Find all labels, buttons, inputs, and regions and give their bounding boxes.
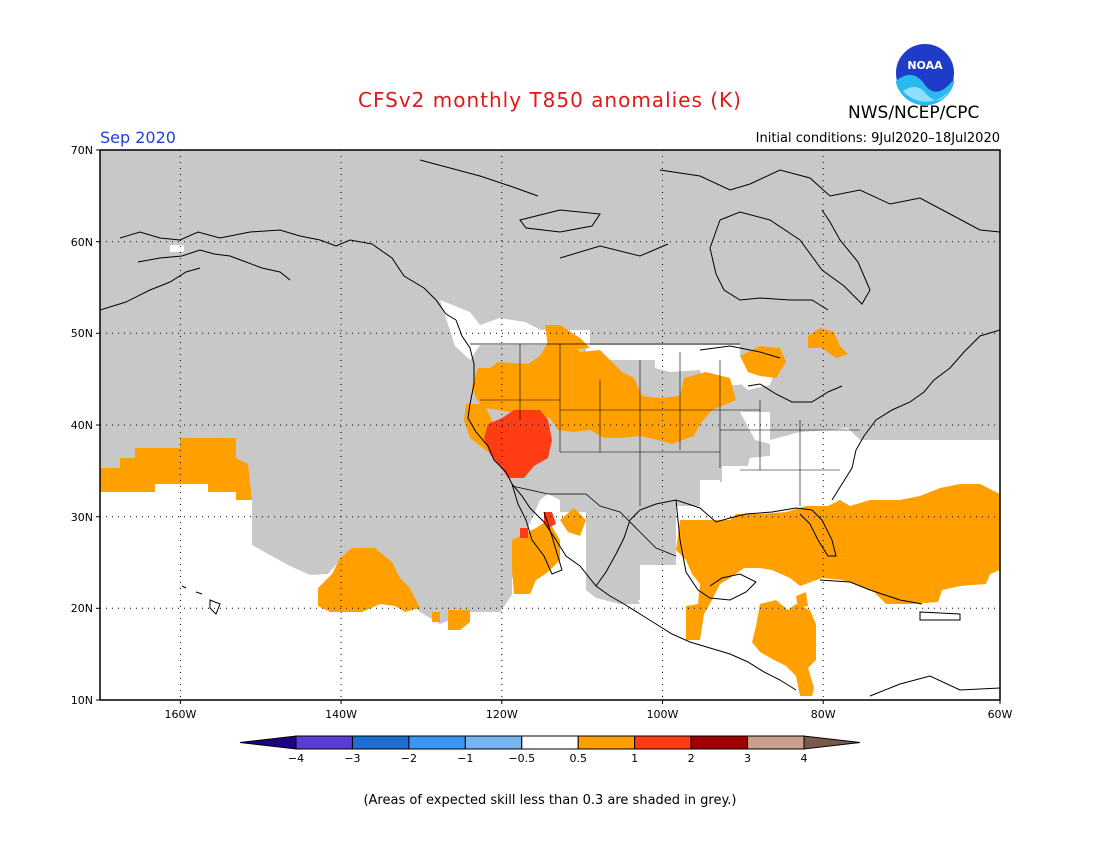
- lon-label-60w: 60W: [988, 708, 1013, 721]
- organization-label: NWS/NCEP/CPC: [848, 103, 980, 123]
- lon-label-100w: 100W: [647, 708, 679, 721]
- lat-label-20n: 20N: [71, 602, 93, 615]
- lon-label-140w: 140W: [325, 708, 357, 721]
- neutral-region: [700, 480, 720, 520]
- noaa-logo-text: NOAA: [907, 59, 943, 72]
- lon-label-120w: 120W: [486, 708, 518, 721]
- lat-label-40n: 40N: [71, 419, 93, 432]
- lon-label-80w: 80W: [811, 708, 836, 721]
- lat-label-50n: 50N: [71, 327, 93, 340]
- lon-label-160w: 160W: [164, 708, 196, 721]
- initial-conditions: Initial conditions: 9Jul2020–18Jul2020: [755, 131, 1000, 146]
- neutral-region: [586, 345, 740, 360]
- graticule: [100, 150, 1000, 700]
- low-skill-region: [640, 530, 676, 565]
- anomaly-1-to-2: [484, 410, 556, 538]
- noaa-logo: NOAA: [894, 42, 956, 105]
- lat-label-10n: 10N: [71, 694, 93, 707]
- lat-label-60n: 60N: [71, 236, 93, 249]
- low-skill-region: [586, 560, 640, 604]
- axis-ticks: [96, 149, 1001, 704]
- lat-label-70n: 70N: [71, 144, 93, 157]
- lat-label-30n: 30N: [71, 511, 93, 524]
- neutral-region: [440, 300, 548, 360]
- skill-footnote: (Areas of expected skill less than 0.3 a…: [363, 793, 737, 808]
- neutral-region: [170, 245, 184, 252]
- coastlines: [100, 159, 1000, 697]
- neutral-region: [722, 412, 860, 514]
- anomaly-0-5-to-1: [100, 325, 1000, 696]
- chart-title: CFSv2 monthly T850 anomalies (K): [358, 88, 742, 112]
- forecast-month: Sep 2020: [100, 128, 176, 147]
